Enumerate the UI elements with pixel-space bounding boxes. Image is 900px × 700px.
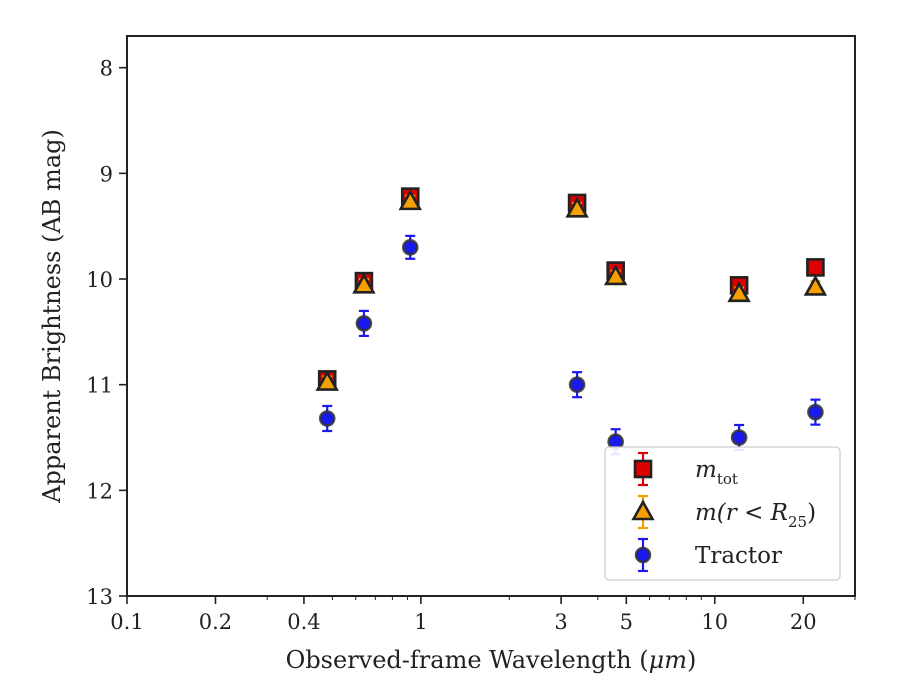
x-axis-label-suffix: ) (687, 646, 696, 674)
tractor-point (730, 429, 748, 446)
x-tick-label-0.1: 0.1 (110, 610, 143, 634)
legend-marker (631, 499, 655, 521)
r25-point (565, 196, 589, 218)
legend: mtot m(r < R25) Tractor (604, 446, 841, 581)
legend-marker (633, 459, 653, 479)
legend-marker (634, 546, 652, 564)
legend-label-r25: m(r < R25) (695, 500, 816, 531)
y-tick-label-11: 11 (86, 374, 113, 398)
x-axis-label-prefix: Observed-frame Wavelength ( (286, 646, 649, 674)
legend-item-r25: m(r < R25) (631, 494, 816, 531)
r25-point (803, 274, 828, 296)
legend-label-main: Tractor (695, 543, 782, 569)
legend-label-subscript: 25 (788, 513, 807, 531)
legend-label-main: m (695, 457, 717, 483)
tractor-point (355, 315, 373, 332)
tractor-point (807, 403, 824, 421)
data-marks (315, 187, 828, 456)
series-r25 (315, 189, 828, 391)
x-tick-label-0.2: 0.2 (199, 610, 232, 634)
tractor-point (568, 376, 586, 393)
series-tractor (318, 234, 824, 456)
r25-point (315, 369, 339, 391)
legend-item-tractor: Tractor (634, 537, 782, 573)
legend-label-mtot: mtot (695, 457, 738, 488)
r25-point (603, 264, 628, 286)
y-axis-label: Apparent Brightness (AB mag) (38, 129, 66, 504)
legend-frame (604, 446, 841, 581)
y-tick-label-10: 10 (86, 268, 113, 292)
y-tick-label-13: 13 (86, 585, 113, 609)
legend-items: mtot m(r < R25) Tractor (631, 451, 816, 573)
x-tick-label-5: 5 (620, 610, 633, 634)
r25-point (398, 189, 422, 211)
x-tick-label-0.4: 0.4 (287, 610, 320, 634)
series-mtot (317, 187, 825, 389)
r25-point (352, 272, 376, 294)
x-tick-label-3: 3 (554, 610, 567, 634)
legend-label-main: m(r < R (695, 500, 788, 526)
legend-label-close: ) (807, 500, 816, 526)
y-tick-label-9: 9 (100, 162, 113, 186)
x-tick-label-10: 10 (701, 610, 728, 634)
tractor-point (401, 239, 419, 256)
legend-label-tractor: Tractor (695, 543, 782, 569)
legend-label-subscript: tot (717, 470, 738, 488)
x-axis-label-unit: μm (649, 646, 687, 674)
legend-item-mtot: mtot (633, 451, 738, 488)
r25-point (727, 281, 751, 303)
x-tick-label-20: 20 (790, 610, 817, 634)
y-tick-label-12: 12 (86, 479, 113, 503)
x-axis-label: Observed-frame Wavelength (μm) (286, 646, 697, 674)
x-tick-label-1: 1 (414, 610, 427, 634)
mtot-point (806, 258, 825, 277)
y-tick-label-8: 8 (100, 57, 113, 81)
tractor-point (318, 410, 336, 427)
plot-frame (126, 35, 856, 597)
